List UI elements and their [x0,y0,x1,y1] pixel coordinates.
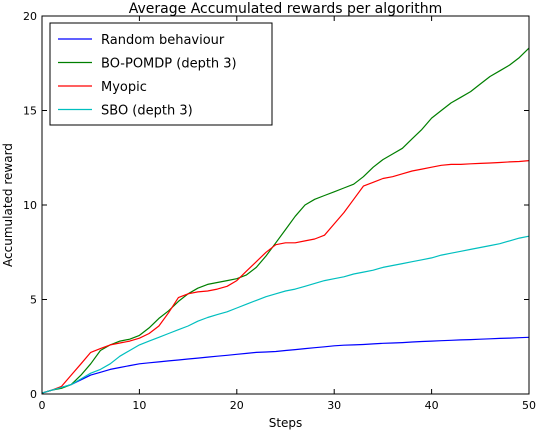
series-layer [41,47,530,394]
x-tick-label: 50 [522,399,536,412]
x-tick-label: 30 [327,399,341,412]
y-tick-label: 20 [23,10,37,23]
x-axis-label: Steps [269,416,303,430]
legend-label: BO-POMDP (depth 3) [101,57,237,72]
plot-frame [41,15,530,395]
legend: Random behaviour BO-POMDP (depth 3) Myopic… [49,22,273,126]
y-tick-label: 10 [23,199,37,212]
series-line-0 [41,336,530,394]
x-tick-label: 40 [425,399,439,412]
chart-title: Average Accumulated rewards per algorith… [129,1,442,17]
legend-box [49,22,273,126]
x-tick-label: 20 [230,399,244,412]
legend-label: Myopic [101,80,147,95]
x-tick-label: 0 [39,399,46,412]
series-line-1 [41,47,530,394]
y-tick-label: 0 [30,388,37,401]
series-line-3 [41,235,530,394]
legend-label: SBO (depth 3) [101,104,193,119]
y-axis-label: Accumulated reward [1,143,15,267]
y-tick-label: 5 [30,294,37,307]
y-tick-label: 15 [23,105,37,118]
legend-label: Random behaviour [101,33,225,48]
series-line-2 [41,160,530,394]
x-tick-label: 10 [132,399,146,412]
